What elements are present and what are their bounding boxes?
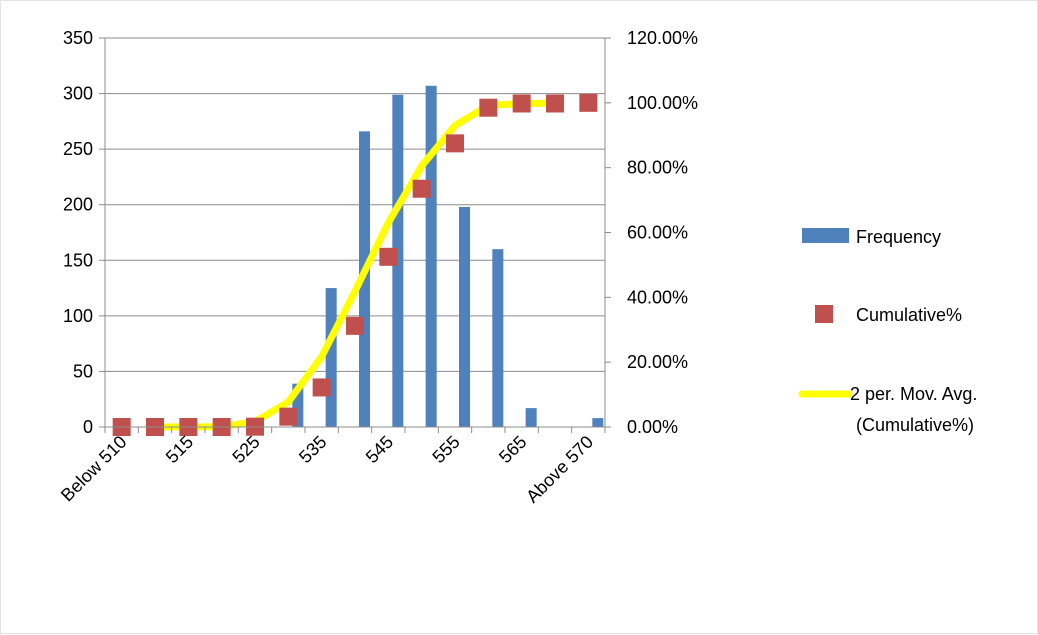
legend-swatch-frequency	[802, 228, 849, 243]
y-left-tick-label: 100	[63, 306, 93, 326]
y-left-tick-label: 0	[83, 417, 93, 437]
frequency-bar	[425, 85, 437, 427]
cumulative-marker	[446, 134, 464, 153]
frequency-bar	[392, 94, 404, 427]
y-left-tick-label: 50	[73, 361, 93, 381]
cumulative-markers	[112, 93, 598, 436]
y-right-tick-label: 0.00%	[627, 417, 678, 437]
y-right-tick-label: 100.00%	[627, 93, 698, 113]
legend: Frequency Cumulative% 2 per. Mov. Avg. (Cum…	[798, 227, 977, 435]
y-right-tick-label: 40.00%	[627, 287, 688, 307]
frequency-bar	[459, 206, 470, 427]
x-tick-label: 535	[295, 432, 330, 467]
cumulative-marker	[579, 93, 598, 112]
cumulative-marker	[279, 407, 298, 426]
x-tick-label: Below 510	[57, 432, 131, 506]
y-right-tick-label: 60.00%	[627, 223, 688, 243]
y-right-tick-label: 80.00%	[627, 158, 688, 178]
y-left-tick-label: 350	[63, 28, 93, 48]
legend-label-cumulative: Cumulative%	[856, 305, 962, 325]
y-left-tick-label: 200	[63, 195, 93, 215]
legend-swatch-cumulative	[815, 305, 833, 323]
y-right-tick-label: 20.00%	[627, 352, 688, 372]
frequency-bar	[325, 288, 337, 427]
x-tick-label: 555	[428, 432, 463, 467]
x-tick-label: 565	[495, 432, 530, 467]
gridlines	[105, 37, 605, 428]
frequency-bar	[292, 383, 304, 427]
y-left-tick-label: 300	[63, 84, 93, 104]
cumulative-marker	[546, 94, 564, 113]
frequency-bar	[592, 418, 604, 427]
legend-label-moving-average-sub: (Cumulative%)	[856, 415, 974, 435]
cumulative-marker	[479, 98, 498, 117]
x-tick-label: 515	[162, 432, 197, 467]
frequency-bar	[492, 249, 504, 427]
x-tick-label: 525	[228, 432, 263, 467]
y-left-tick-label: 250	[63, 139, 93, 159]
cumulative-marker	[412, 179, 431, 198]
cumulative-marker	[379, 247, 398, 266]
y-right-tick-label: 120.00%	[627, 28, 698, 48]
legend-label-frequency: Frequency	[856, 227, 941, 247]
cumulative-marker	[346, 316, 364, 335]
frequency-bar	[525, 408, 537, 427]
legend-label-moving-average: 2 per. Mov. Avg.	[850, 384, 977, 404]
cumulative-marker	[512, 94, 531, 113]
axes: 0 50 100 150 200 250 300 350 0.00% 20.00% 40.00% 60…	[57, 28, 698, 507]
y-left-tick-label: 150	[63, 250, 93, 270]
x-tick-label: 545	[362, 432, 397, 467]
x-tick-label: Above 570	[522, 432, 597, 507]
cumulative-marker	[312, 378, 331, 397]
